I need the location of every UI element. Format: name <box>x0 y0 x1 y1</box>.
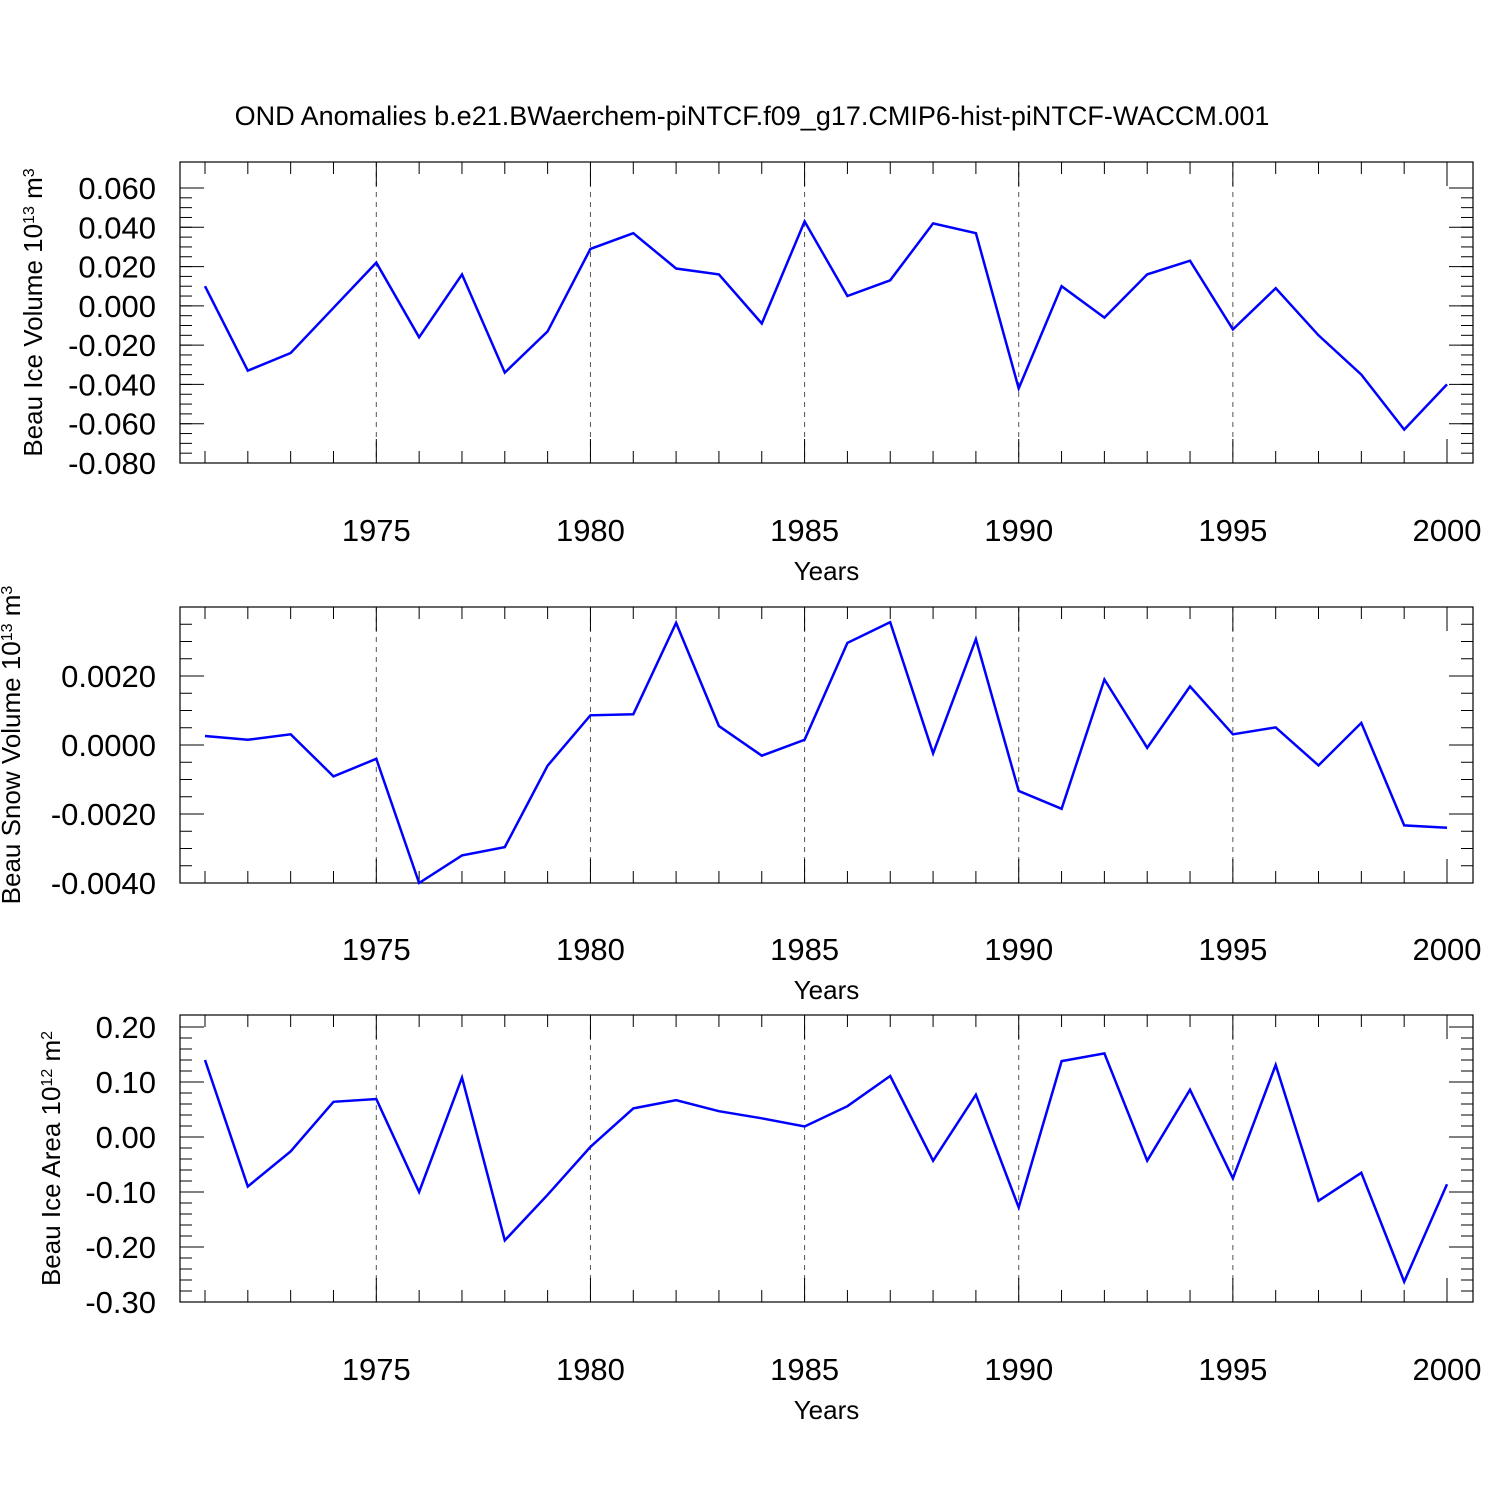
y-tick-label: -0.20 <box>85 1230 156 1265</box>
plot-frame <box>179 1014 1474 1303</box>
x-tick-label: 1995 <box>1198 1352 1267 1387</box>
x-tick-label: 1975 <box>342 932 411 967</box>
y-axis-label-exponent: 3 <box>0 586 16 595</box>
y-tick-label: -0.020 <box>68 328 156 363</box>
y-tick-label: -0.080 <box>68 446 156 481</box>
y-axis-label-exponent: 13 <box>21 206 38 224</box>
y-axis-label-exponent: 3 <box>21 168 38 177</box>
y-axis-label-part: m <box>18 177 48 206</box>
y-axis-label-part: m <box>0 595 26 624</box>
y-tick-label: -0.0020 <box>51 797 156 832</box>
chart-panel-2: 0.0020 0.0000 -0.0020 -0.0040 1975 1980 1985 19… <box>0 586 1481 1005</box>
y-tick-label: -0.040 <box>68 367 156 402</box>
x-tick-label: 1980 <box>556 1352 625 1387</box>
x-tick-label: 1995 <box>1198 932 1267 967</box>
x-tick-label: 2000 <box>1413 932 1482 967</box>
x-tick-label: 1975 <box>342 513 411 548</box>
y-axis-label-part: Beau Snow Volume 10 <box>0 641 26 904</box>
y-tick-label: 0.0020 <box>61 659 156 694</box>
x-axis-label: Years <box>794 556 860 586</box>
plot-frame <box>179 161 1474 464</box>
y-tick-label: 0.060 <box>78 171 156 206</box>
y-axis-label-exponent: 13 <box>0 623 16 641</box>
figure-title: OND Anomalies b.e21.BWaerchem-piNTCF.f09… <box>235 101 1270 131</box>
series-line <box>204 619 1448 885</box>
x-tick-label: 1990 <box>984 513 1053 548</box>
x-tick-label: 1990 <box>984 932 1053 967</box>
x-axis-label: Years <box>794 975 860 1005</box>
y-tick-label: -0.30 <box>85 1285 156 1320</box>
y-tick-label: -0.060 <box>68 407 156 442</box>
x-tick-label: 1995 <box>1198 513 1267 548</box>
y-axis-label-part: Beau Ice Volume 10 <box>18 224 48 457</box>
y-axis-label: Beau Ice Area 1012 m2 <box>36 1031 66 1286</box>
y-tick-label: 0.020 <box>78 250 156 285</box>
y-axis-label-part: m <box>36 1040 66 1069</box>
x-tick-label: 2000 <box>1413 1352 1482 1387</box>
y-tick-label: 0.000 <box>78 289 156 324</box>
y-tick-label: -0.0040 <box>51 866 156 901</box>
y-tick-label: 0.0000 <box>61 728 156 763</box>
x-tick-label: 1980 <box>556 932 625 967</box>
y-axis-label-exponent: 12 <box>39 1069 56 1087</box>
y-axis-label: Beau Snow Volume 1013 m3 <box>0 586 26 905</box>
plot-frame <box>179 606 1474 884</box>
x-axis-label: Years <box>794 1395 860 1425</box>
x-tick-label: 1990 <box>984 1352 1053 1387</box>
series-line <box>203 1051 1449 1285</box>
chart-panel-3: 0.20 0.10 0.00 -0.10 -0.20 -0.30 1975 1980 1985 1… <box>36 1010 1481 1425</box>
x-tick-label: 1985 <box>770 1352 839 1387</box>
y-axis-label-exponent: 2 <box>39 1031 56 1040</box>
x-tick-label: 1985 <box>770 932 839 967</box>
x-tick-label: 1980 <box>556 513 625 548</box>
y-tick-label: -0.10 <box>85 1175 156 1210</box>
y-tick-label: 0.040 <box>78 210 156 245</box>
series-line <box>203 218 1448 432</box>
y-axis-label: Beau Ice Volume 1013 m3 <box>18 168 48 456</box>
y-axis-label-part: Beau Ice Area 10 <box>36 1087 66 1286</box>
y-tick-label: 0.00 <box>96 1120 156 1155</box>
x-tick-label: 1985 <box>770 513 839 548</box>
y-tick-label: 0.20 <box>96 1010 156 1045</box>
y-tick-label: 0.10 <box>96 1065 156 1100</box>
chart-panel-1: 0.060 0.040 0.020 0.000 -0.020 -0.040 -0.060 -0… <box>18 161 1482 586</box>
x-tick-label: 2000 <box>1413 513 1482 548</box>
x-tick-label: 1975 <box>342 1352 411 1387</box>
